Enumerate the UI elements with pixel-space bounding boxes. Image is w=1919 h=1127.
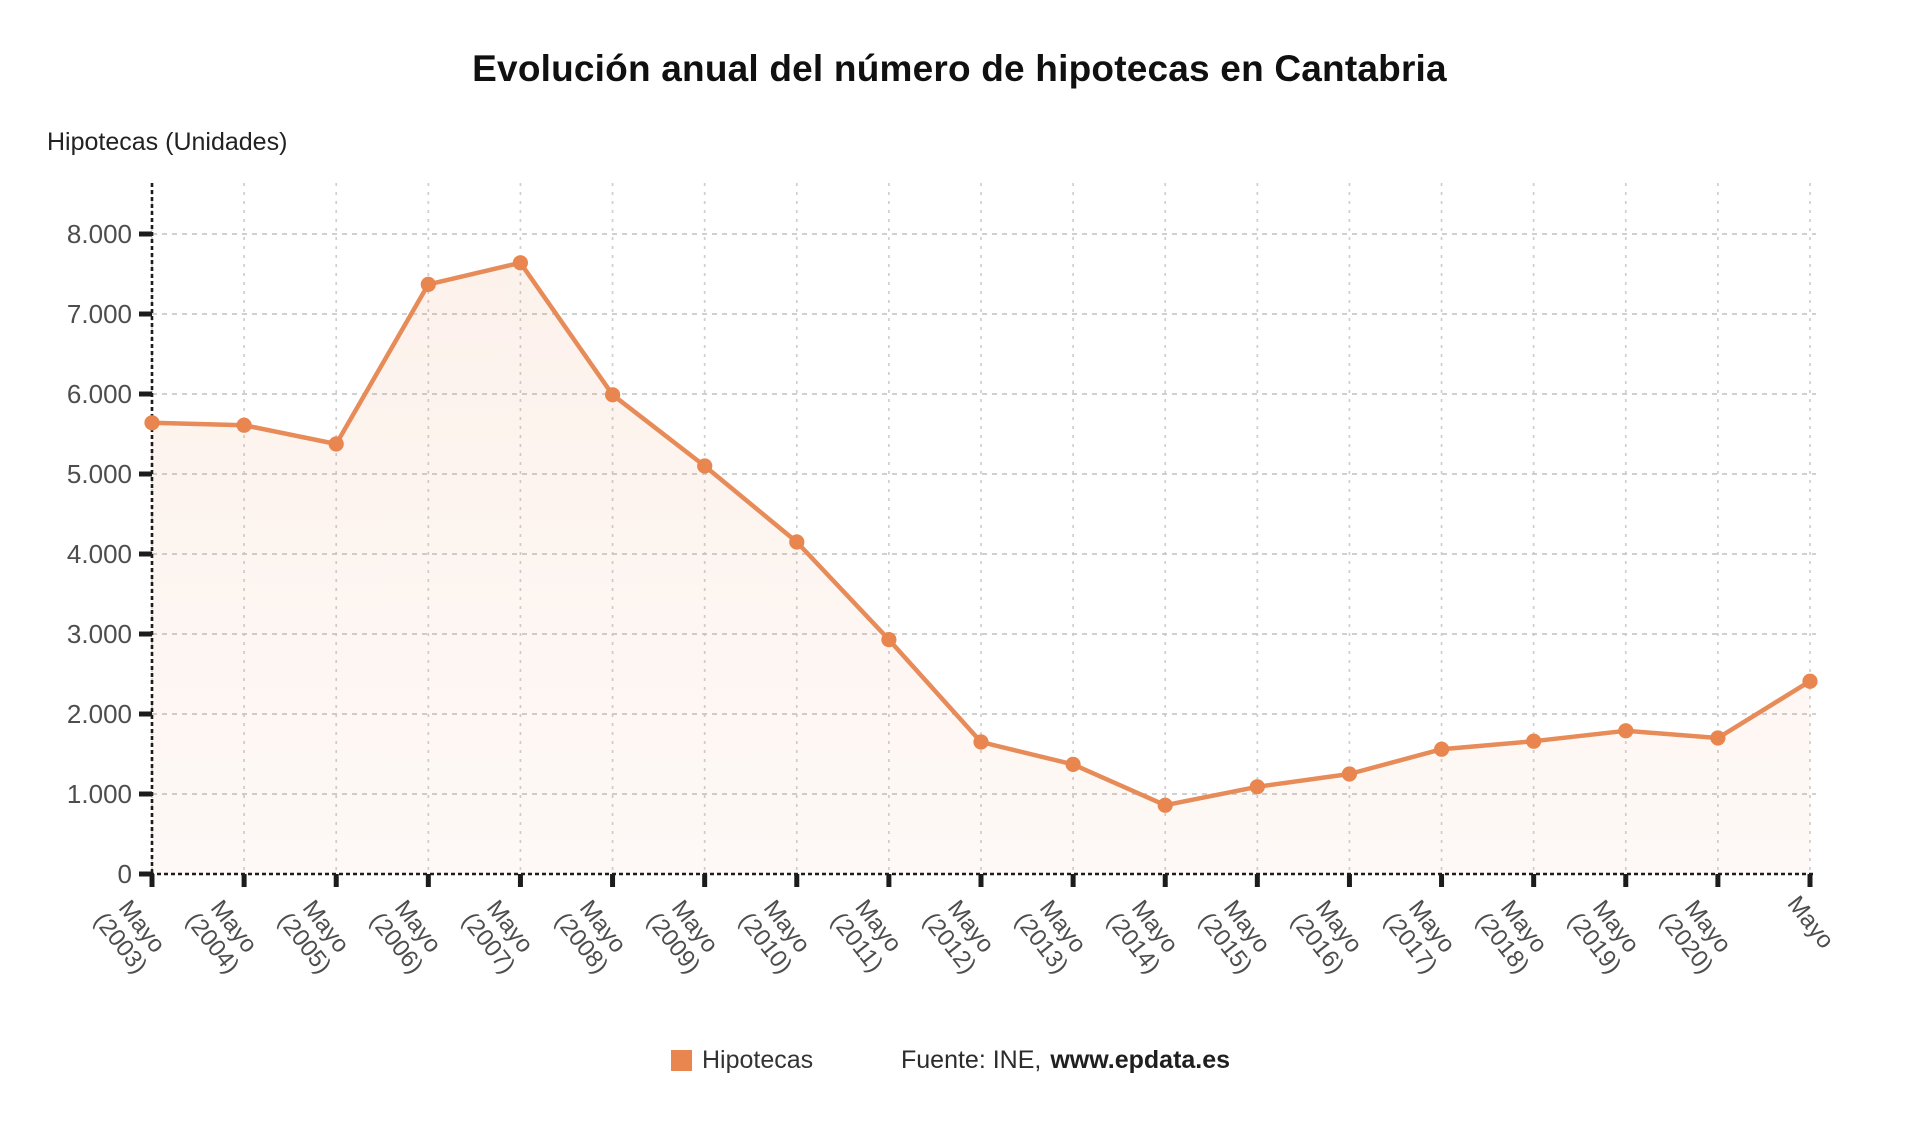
data-point-marker[interactable]: [1065, 756, 1081, 773]
data-point-marker[interactable]: [605, 387, 621, 403]
x-tick: [794, 874, 800, 887]
chart-title: Evolución anual del número de hipotecas …: [472, 48, 1447, 89]
x-tick: [1439, 874, 1445, 887]
x-tick: [702, 874, 708, 887]
data-point-marker[interactable]: [973, 734, 989, 750]
y-tick: [139, 551, 152, 557]
y-tick-label: 5.000: [66, 459, 132, 489]
x-tick: [978, 874, 984, 887]
legend-label[interactable]: Hipotecas: [702, 1046, 814, 1074]
x-tick: [1531, 874, 1537, 887]
y-tick-label: 8.000: [66, 219, 132, 249]
data-point-marker[interactable]: [420, 276, 436, 292]
y-tick-label: 6.000: [66, 379, 132, 409]
x-tick: [1346, 874, 1352, 887]
series-area: [152, 262, 1810, 874]
x-tick: [886, 874, 892, 887]
data-point-marker[interactable]: [512, 255, 529, 271]
y-tick-label: 4.000: [66, 539, 132, 569]
x-tick: [1070, 874, 1076, 887]
x-tick: [1623, 874, 1629, 887]
data-point-marker[interactable]: [1157, 797, 1173, 813]
x-tick: [149, 874, 155, 887]
y-tick: [139, 231, 152, 237]
data-point-marker[interactable]: [1526, 733, 1542, 749]
y-tick: [139, 471, 152, 477]
x-tick: [425, 874, 431, 887]
data-point-marker[interactable]: [881, 632, 897, 648]
x-tick: [333, 874, 339, 887]
y-tick-label: 3.000: [66, 619, 132, 649]
y-tick: [139, 391, 152, 397]
y-tick: [139, 311, 152, 317]
data-point-marker[interactable]: [1802, 673, 1818, 689]
x-tick: [1162, 874, 1168, 887]
data-point-marker[interactable]: [1434, 741, 1450, 757]
data-point-marker[interactable]: [328, 436, 344, 452]
data-point-marker[interactable]: [1618, 723, 1634, 739]
data-point-marker[interactable]: [1341, 766, 1357, 782]
data-point-marker[interactable]: [1710, 730, 1726, 746]
y-axis-unit-label: Hipotecas (Unidades): [47, 128, 288, 156]
y-tick-label: 7.000: [66, 299, 132, 329]
legend-swatch-icon[interactable]: [671, 1050, 692, 1071]
y-tick-label: 1.000: [66, 779, 132, 809]
data-point-marker[interactable]: [236, 417, 252, 433]
data-point-marker[interactable]: [144, 415, 160, 431]
data-point-marker[interactable]: [789, 534, 805, 550]
x-tick: [610, 874, 616, 887]
y-tick-label: 0: [117, 859, 132, 889]
y-tick: [139, 871, 152, 877]
x-tick: [241, 874, 247, 887]
source-text: Fuente: INE,: [901, 1046, 1042, 1074]
data-point-marker[interactable]: [1249, 779, 1265, 795]
legend-item-hipotecas[interactable]: Hipotecas: [671, 1046, 813, 1075]
data-point-marker[interactable]: [697, 458, 713, 474]
y-tick-label: 2.000: [66, 699, 132, 729]
x-tick: [1254, 874, 1260, 887]
source-note: Fuente: INE, www.epdata.es: [901, 1046, 1230, 1075]
x-tick: [1715, 874, 1721, 887]
x-tick: [517, 874, 523, 887]
y-tick: [139, 631, 152, 637]
y-tick: [139, 711, 152, 717]
x-tick: [1807, 874, 1813, 887]
source-site-link[interactable]: www.epdata.es: [1050, 1046, 1231, 1074]
y-tick: [139, 791, 152, 797]
